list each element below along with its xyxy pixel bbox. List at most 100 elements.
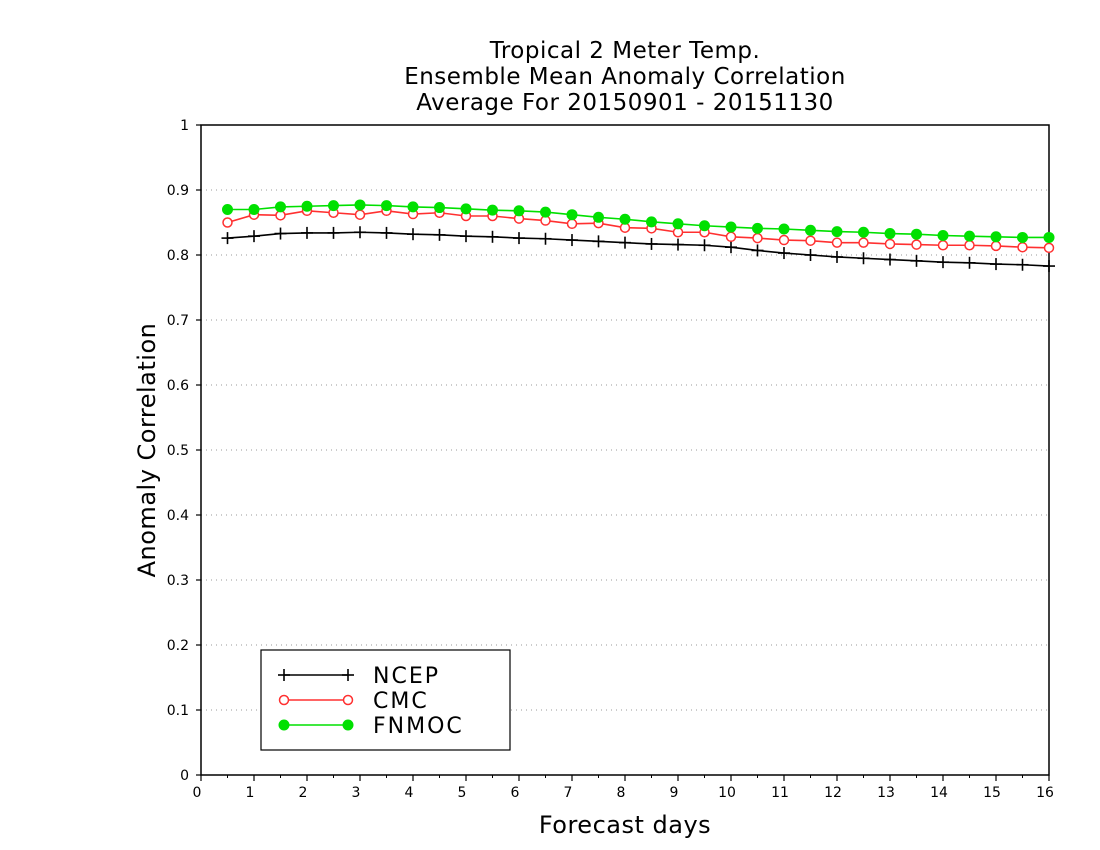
x-tick-label: 16 — [1036, 785, 1054, 801]
data-point — [1043, 242, 1055, 254]
x-tick-label: 2 — [299, 785, 308, 801]
chart-title-line-2: Ensemble Mean Anomaly Correlation — [404, 64, 846, 90]
data-point — [539, 232, 552, 245]
x-tick-label: 11 — [771, 785, 789, 801]
data-point — [646, 216, 657, 228]
data-point — [698, 239, 711, 252]
chart-title-line-1: Tropical 2 Meter Temp. — [489, 38, 761, 64]
data-point — [990, 258, 1002, 271]
data-point — [1043, 260, 1055, 273]
data-point — [380, 226, 393, 239]
x-tick-label: 15 — [983, 785, 1001, 801]
data-point — [964, 240, 975, 251]
data-point — [645, 237, 658, 250]
series-line — [227, 231, 1050, 267]
data-point — [805, 224, 816, 236]
y-tick-label: 0.2 — [167, 638, 189, 654]
series-lines — [221, 199, 1055, 273]
x-tick-label: 12 — [824, 785, 842, 801]
data-point — [831, 250, 843, 263]
data-point — [566, 218, 578, 230]
data-point — [858, 237, 869, 248]
x-tick-label: 7 — [564, 785, 573, 801]
data-point — [990, 240, 1002, 252]
y-axis-title: Anomaly Correlation — [133, 323, 161, 578]
data-point — [301, 200, 313, 212]
legend-item-ncep: NCEP — [278, 664, 438, 689]
data-point — [911, 228, 922, 240]
series-fnmoc — [222, 199, 1055, 243]
data-point — [752, 232, 763, 244]
data-point — [248, 204, 260, 215]
x-axis: 0 1 2 3 4 5 6 7 8 9 10 11 12 13 14 15 16 — [193, 775, 1054, 801]
y-tick-label: 0.8 — [167, 248, 189, 264]
data-point — [857, 252, 870, 265]
data-point — [540, 206, 551, 218]
y-tick-label: 0.4 — [167, 508, 189, 524]
y-tick-label: 1 — [180, 118, 189, 134]
data-point — [831, 226, 843, 238]
data-point — [593, 211, 604, 223]
y-tick-label: 0.7 — [167, 313, 189, 329]
series-line — [227, 209, 1050, 249]
y-tick-label: 0.6 — [167, 378, 189, 394]
data-point — [911, 239, 922, 250]
y-tick-label: 0 — [180, 768, 189, 784]
data-point — [884, 228, 896, 240]
data-point — [963, 256, 976, 269]
legend-marker — [342, 669, 354, 681]
y-tick-label: 0.5 — [167, 443, 189, 459]
data-point — [327, 226, 340, 239]
data-point — [1017, 231, 1028, 243]
x-axis-title: Forecast days — [539, 811, 711, 839]
data-point — [937, 230, 949, 241]
data-point — [566, 234, 578, 247]
data-point — [1043, 231, 1055, 243]
x-tick-label: 8 — [617, 785, 626, 801]
data-point — [354, 199, 366, 211]
data-point — [778, 223, 790, 235]
series-ncep — [221, 226, 1055, 273]
x-tick-label: 4 — [405, 785, 414, 801]
data-point — [381, 200, 392, 212]
legend-marker — [278, 719, 290, 731]
data-point — [990, 231, 1002, 243]
series-cmc — [222, 205, 1055, 254]
data-point — [328, 200, 339, 212]
data-point — [858, 226, 869, 238]
x-tick-label: 9 — [670, 785, 679, 801]
data-point — [221, 232, 234, 245]
data-point — [619, 236, 631, 249]
y-tick-label: 0.9 — [167, 183, 189, 199]
legend-label: CMC — [373, 689, 429, 714]
x-tick-label: 13 — [877, 785, 895, 801]
data-point — [301, 226, 313, 239]
data-point — [407, 228, 419, 241]
data-point — [487, 204, 498, 216]
data-point — [354, 209, 366, 220]
data-point — [407, 201, 419, 213]
x-tick-label: 5 — [458, 785, 467, 801]
x-tick-label: 3 — [352, 785, 361, 801]
data-point — [778, 234, 790, 246]
data-point — [566, 209, 578, 221]
x-tick-label: 1 — [246, 785, 255, 801]
data-point — [354, 226, 366, 239]
legend-item-fnmoc: FNMOC — [278, 714, 464, 739]
y-tick-label: 0.1 — [167, 703, 189, 719]
data-point — [275, 201, 286, 213]
data-point — [460, 203, 472, 215]
data-point — [513, 205, 525, 217]
x-tick-label: 6 — [511, 785, 520, 801]
data-point — [672, 238, 684, 251]
data-point — [725, 231, 737, 243]
data-point — [460, 230, 472, 243]
data-point — [778, 247, 790, 260]
data-point — [725, 241, 737, 254]
y-axis: 0 0.1 0.2 0.3 0.4 0.5 0.6 0.7 0.8 0.9 1 — [167, 118, 201, 784]
legend-label: FNMOC — [373, 714, 464, 739]
data-point — [222, 217, 233, 228]
data-point — [964, 230, 975, 242]
data-point — [619, 213, 631, 225]
